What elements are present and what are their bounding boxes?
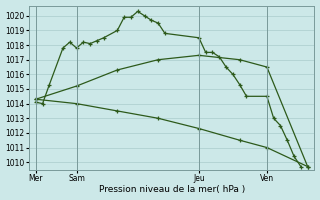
- X-axis label: Pression niveau de la mer( hPa ): Pression niveau de la mer( hPa ): [99, 185, 245, 194]
